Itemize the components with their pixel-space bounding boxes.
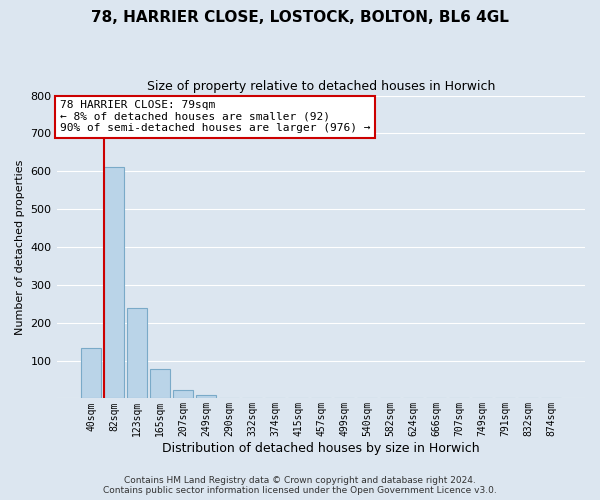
Title: Size of property relative to detached houses in Horwich: Size of property relative to detached ho… [147, 80, 496, 93]
Bar [173, 390, 193, 398]
Y-axis label: Number of detached properties: Number of detached properties [15, 160, 25, 334]
Text: 78 HARRIER CLOSE: 79sqm
← 8% of detached houses are smaller (92)
90% of semi-det: 78 HARRIER CLOSE: 79sqm ← 8% of detached… [60, 100, 370, 134]
Text: 78, HARRIER CLOSE, LOSTOCK, BOLTON, BL6 4GL: 78, HARRIER CLOSE, LOSTOCK, BOLTON, BL6 … [91, 10, 509, 25]
X-axis label: Distribution of detached houses by size in Horwich: Distribution of detached houses by size … [163, 442, 480, 455]
Bar [104, 168, 124, 398]
Bar [150, 368, 170, 398]
Bar [196, 395, 216, 398]
Bar [127, 308, 147, 398]
Bar [81, 348, 101, 399]
Text: Contains HM Land Registry data © Crown copyright and database right 2024.
Contai: Contains HM Land Registry data © Crown c… [103, 476, 497, 495]
